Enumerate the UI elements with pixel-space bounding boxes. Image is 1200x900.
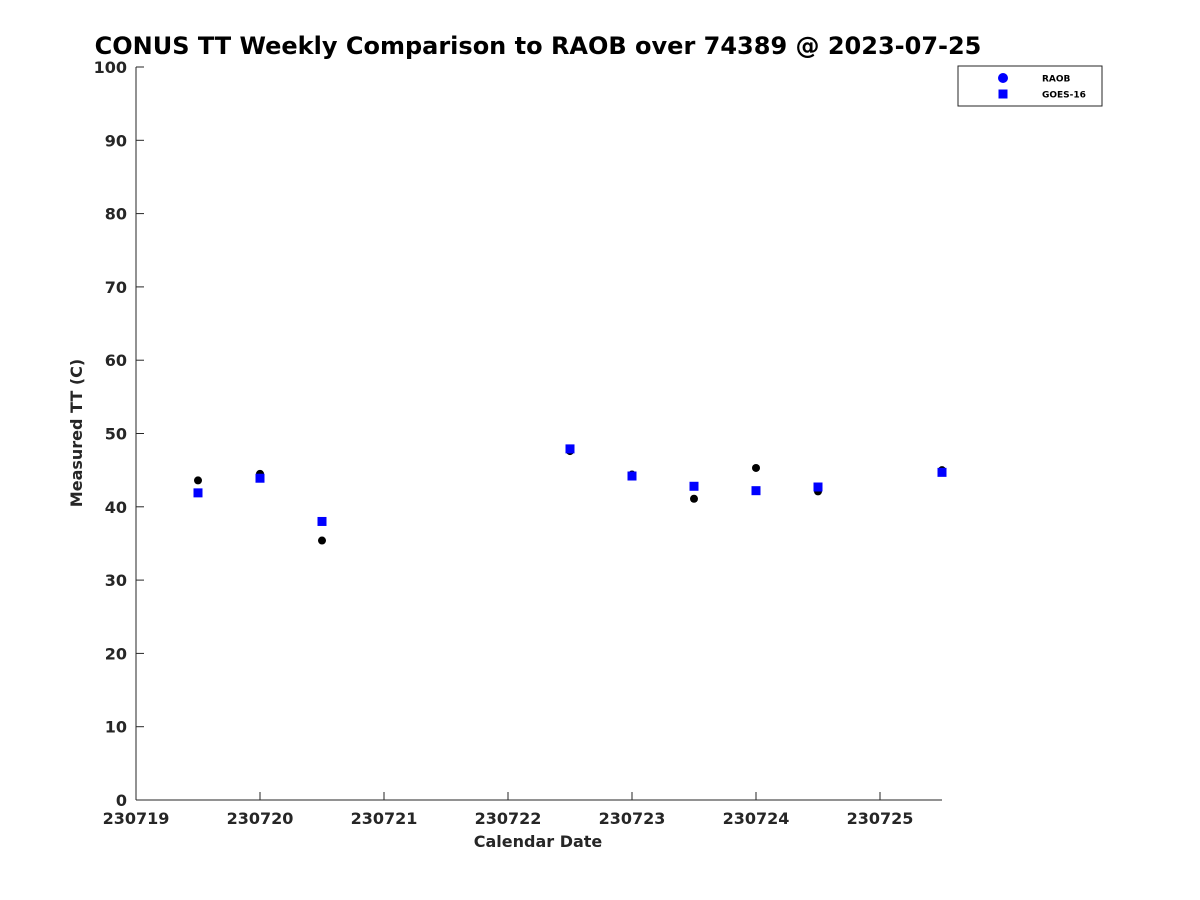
goes-16-point <box>317 516 327 526</box>
raob-point <box>318 536 326 545</box>
goes-16-point <box>565 444 575 454</box>
raob-point <box>752 463 760 472</box>
y-tick-label: 50 <box>105 425 127 444</box>
goes-16-point <box>627 471 637 481</box>
goes-16-point <box>937 467 947 477</box>
x-tick-label: 230723 <box>599 809 666 828</box>
raob-point <box>690 494 698 503</box>
x-tick-label: 230721 <box>351 809 418 828</box>
y-tick-label: 30 <box>105 571 127 590</box>
chart-title: CONUS TT Weekly Comparison to RAOB over … <box>95 32 982 60</box>
x-tick-label: 230725 <box>847 809 914 828</box>
goes-16-point <box>255 473 265 483</box>
y-tick-label: 40 <box>105 498 127 517</box>
legend-label-goes-16: GOES-16 <box>1042 91 1086 101</box>
x-axis-label: Calendar Date <box>474 832 603 851</box>
x-tick-label: 230722 <box>475 809 542 828</box>
legend-label-raob: RAOB <box>1042 75 1071 85</box>
y-axis-ticks: 0 10 20 30 40 50 60 70 80 90 100 <box>94 58 144 810</box>
y-tick-label: 90 <box>105 131 127 150</box>
y-tick-label: 80 <box>105 205 127 224</box>
raob-point <box>194 476 202 485</box>
x-axis-ticks: 230719 230720 230721 230722 230723 230724 2307… <box>103 792 914 828</box>
data-points <box>193 444 947 545</box>
goes-16-point <box>813 482 823 492</box>
y-tick-label: 70 <box>105 278 127 297</box>
x-tick-label: 230719 <box>103 809 170 828</box>
y-tick-label: 60 <box>105 351 127 370</box>
y-tick-label: 0 <box>116 791 127 810</box>
goes-16-point <box>689 481 699 491</box>
y-tick-label: 10 <box>105 718 127 737</box>
legend-box <box>957 65 1103 107</box>
y-tick-label: 20 <box>105 644 127 663</box>
goes-16-point <box>751 486 761 496</box>
legend: RAOB GOES-16 <box>957 65 1103 107</box>
legend-marker-goes-16 <box>998 89 1008 99</box>
x-tick-label: 230724 <box>723 809 790 828</box>
y-tick-label: 100 <box>94 58 127 77</box>
axes <box>135 67 942 801</box>
x-tick-label: 230720 <box>227 809 294 828</box>
legend-marker-raob <box>998 73 1008 83</box>
y-axis-label: Measured TT (C) <box>67 359 86 507</box>
goes-16-point <box>193 488 203 498</box>
